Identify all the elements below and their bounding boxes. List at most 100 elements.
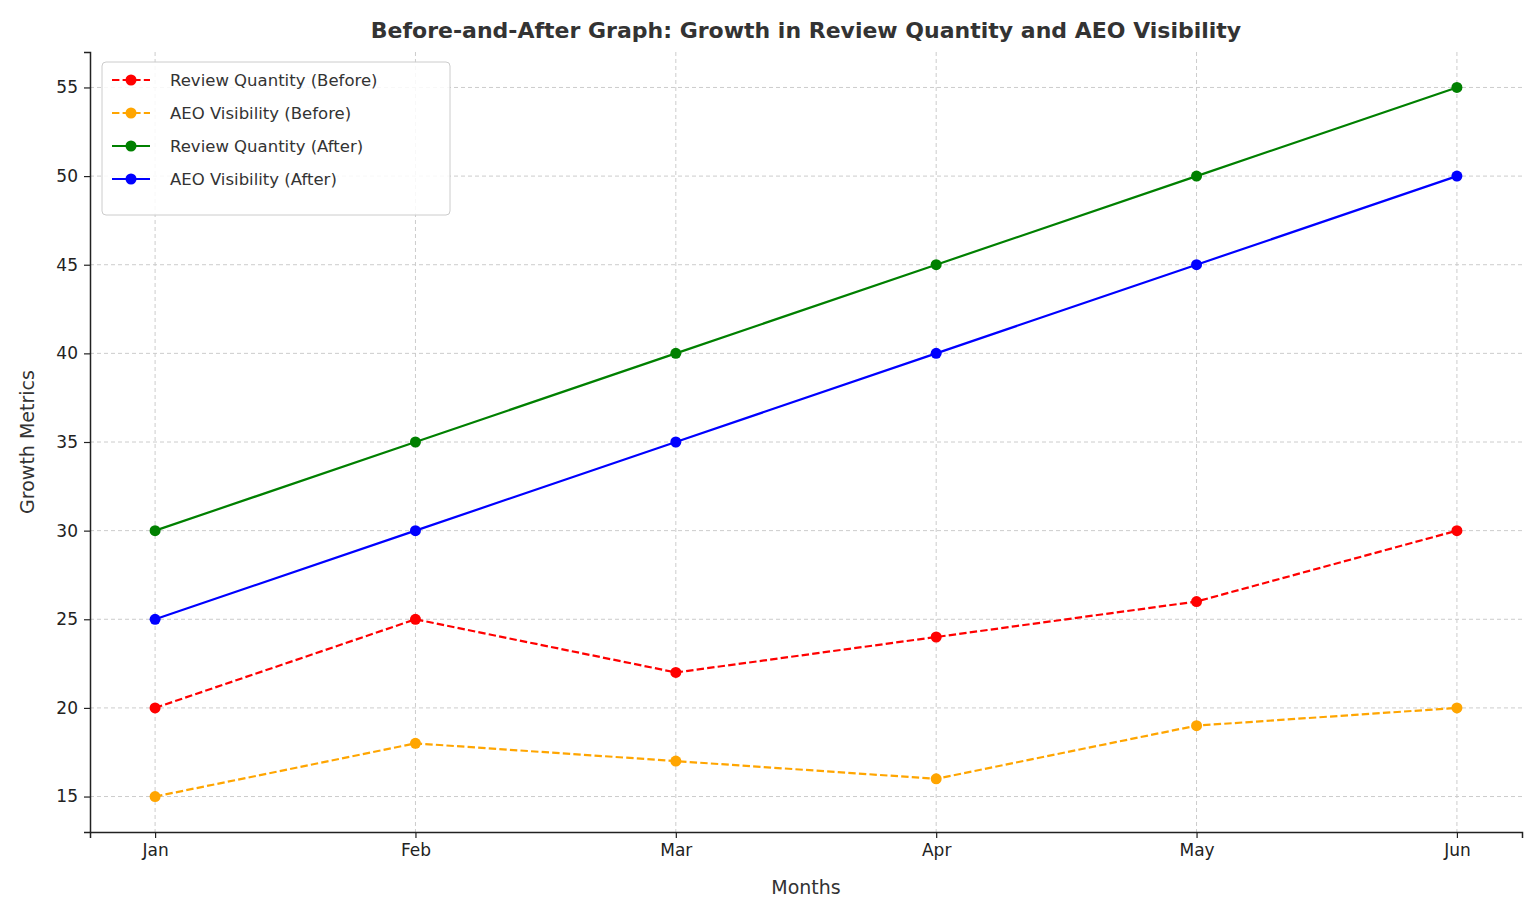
tick: Jan	[141, 832, 168, 860]
point	[931, 348, 942, 359]
legend-marker	[126, 141, 137, 152]
tick-label: Apr	[922, 840, 951, 860]
tick-mark	[415, 832, 416, 838]
tick: 55	[56, 77, 90, 97]
point	[410, 525, 421, 536]
legend-entry: Review Quantity (Before)	[112, 71, 377, 90]
tick-mark	[84, 265, 90, 266]
tick-label: Jun	[1443, 840, 1471, 860]
legend-marker	[126, 75, 137, 86]
y-axis: 15 20 25 30 35 40 45 50 55	[56, 53, 90, 833]
grid-line-x	[1456, 52, 1457, 832]
tick: 50	[56, 166, 90, 186]
tick-mark	[84, 87, 90, 88]
grid-line-y	[90, 353, 1522, 354]
point	[150, 791, 161, 802]
grid-line-y	[90, 619, 1522, 620]
tick: 20	[56, 698, 90, 718]
point	[670, 437, 681, 448]
legend-label: Review Quantity (Before)	[170, 71, 377, 90]
x-axis: Jan Feb Mar Apr May Jun	[91, 832, 1523, 860]
tick-label: 15	[56, 786, 78, 806]
grid-line-y	[90, 796, 1522, 797]
tick-label: 25	[56, 609, 78, 629]
point	[670, 667, 681, 678]
point	[670, 348, 681, 359]
point	[1191, 171, 1202, 182]
tick-mark	[84, 176, 90, 177]
legend-marker	[126, 108, 137, 119]
point	[931, 632, 942, 643]
legend-entry: AEO Visibility (After)	[112, 170, 337, 189]
legend-marker	[126, 174, 137, 185]
tick-label: Jan	[141, 840, 168, 860]
legend-label: AEO Visibility (After)	[170, 170, 337, 189]
tick-mark	[84, 619, 90, 620]
tick-mark	[84, 708, 90, 709]
tick: Jun	[1443, 832, 1471, 860]
point	[670, 756, 681, 767]
tick: 45	[56, 255, 90, 275]
grid-line-y	[90, 264, 1522, 265]
tick-label: 20	[56, 698, 78, 718]
point	[1191, 596, 1202, 607]
tick-mark	[84, 796, 90, 797]
axis-line	[84, 53, 91, 833]
tick: Mar	[660, 832, 692, 860]
point	[1451, 525, 1462, 536]
tick-mark	[676, 832, 677, 838]
point	[410, 614, 421, 625]
grid-line-x	[936, 52, 937, 832]
grid-line-y	[90, 707, 1522, 708]
point	[1191, 720, 1202, 731]
point	[150, 525, 161, 536]
tick: 35	[56, 432, 90, 452]
legend-box	[102, 62, 450, 215]
point	[931, 259, 942, 270]
point	[1451, 171, 1462, 182]
tick-mark	[84, 442, 90, 443]
axis-line	[91, 833, 1523, 839]
tick: 25	[56, 609, 90, 629]
tick-label: 30	[56, 521, 78, 541]
point	[410, 437, 421, 448]
point	[150, 702, 161, 713]
tick-label: 55	[56, 77, 78, 97]
chart: Jan Feb Mar Apr May Jun 15 20 25 30 35 40 45 50 55 Befo…	[0, 0, 1536, 916]
legend: Review Quantity (Before) AEO Visibility (…	[102, 62, 450, 215]
line	[155, 531, 1457, 708]
point	[150, 614, 161, 625]
tick-label: May	[1179, 840, 1214, 860]
tick-mark	[936, 832, 937, 838]
point	[410, 738, 421, 749]
y-axis-title: Growth Metrics	[16, 370, 38, 514]
tick: Apr	[922, 832, 951, 860]
tick-label: Feb	[401, 840, 431, 860]
tick-mark	[1457, 832, 1458, 838]
point	[1191, 259, 1202, 270]
tick-label: 45	[56, 255, 78, 275]
legend-entry: Review Quantity (After)	[112, 137, 363, 156]
legend-label: AEO Visibility (Before)	[170, 104, 351, 123]
grid-line-y	[90, 442, 1522, 443]
grid-line-x	[1196, 52, 1197, 832]
line	[155, 176, 1457, 619]
tick-label: 40	[56, 343, 78, 363]
title: Before-and-After Graph: Growth in Review…	[371, 18, 1241, 43]
point	[931, 773, 942, 784]
tick-label: 35	[56, 432, 78, 452]
tick-label: Mar	[660, 840, 692, 860]
tick-mark	[84, 531, 90, 532]
tick: May	[1179, 832, 1214, 860]
tick: 30	[56, 521, 90, 541]
point	[1451, 82, 1462, 93]
legend-label: Review Quantity (After)	[170, 137, 363, 156]
point	[1451, 702, 1462, 713]
legend-entry: AEO Visibility (Before)	[112, 104, 351, 123]
line	[155, 708, 1457, 797]
grid	[90, 52, 1522, 832]
x-axis-title: Months	[771, 876, 840, 898]
tick: Feb	[401, 832, 431, 860]
tick-mark	[84, 353, 90, 354]
tick-mark	[1196, 832, 1197, 838]
